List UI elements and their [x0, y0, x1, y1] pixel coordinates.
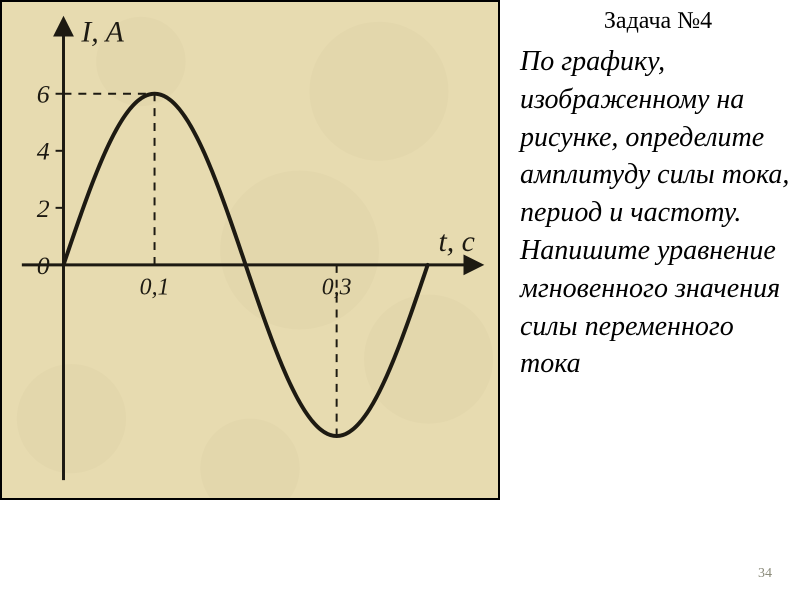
problem-text-column: Задача №4 По графику, изображенному на р…	[520, 0, 800, 600]
graph-panel: 6420I, A0,10,3t, c	[0, 0, 500, 500]
slide: 6420I, A0,10,3t, c Задача №4 По графику,…	[0, 0, 800, 600]
svg-text:t, c: t, c	[438, 225, 474, 258]
svg-text:2: 2	[37, 194, 50, 223]
svg-text:0,1: 0,1	[140, 275, 170, 301]
page-number: 34	[758, 566, 772, 582]
svg-text:0: 0	[37, 251, 50, 280]
sine-graph: 6420I, A0,10,3t, c	[2, 2, 498, 498]
svg-text:6: 6	[37, 80, 50, 109]
svg-text:I, A: I, A	[80, 16, 124, 49]
problem-body: По графику, изображенному на рисунке, оп…	[520, 43, 796, 383]
problem-title: Задача №4	[520, 8, 796, 35]
svg-text:4: 4	[37, 137, 50, 166]
